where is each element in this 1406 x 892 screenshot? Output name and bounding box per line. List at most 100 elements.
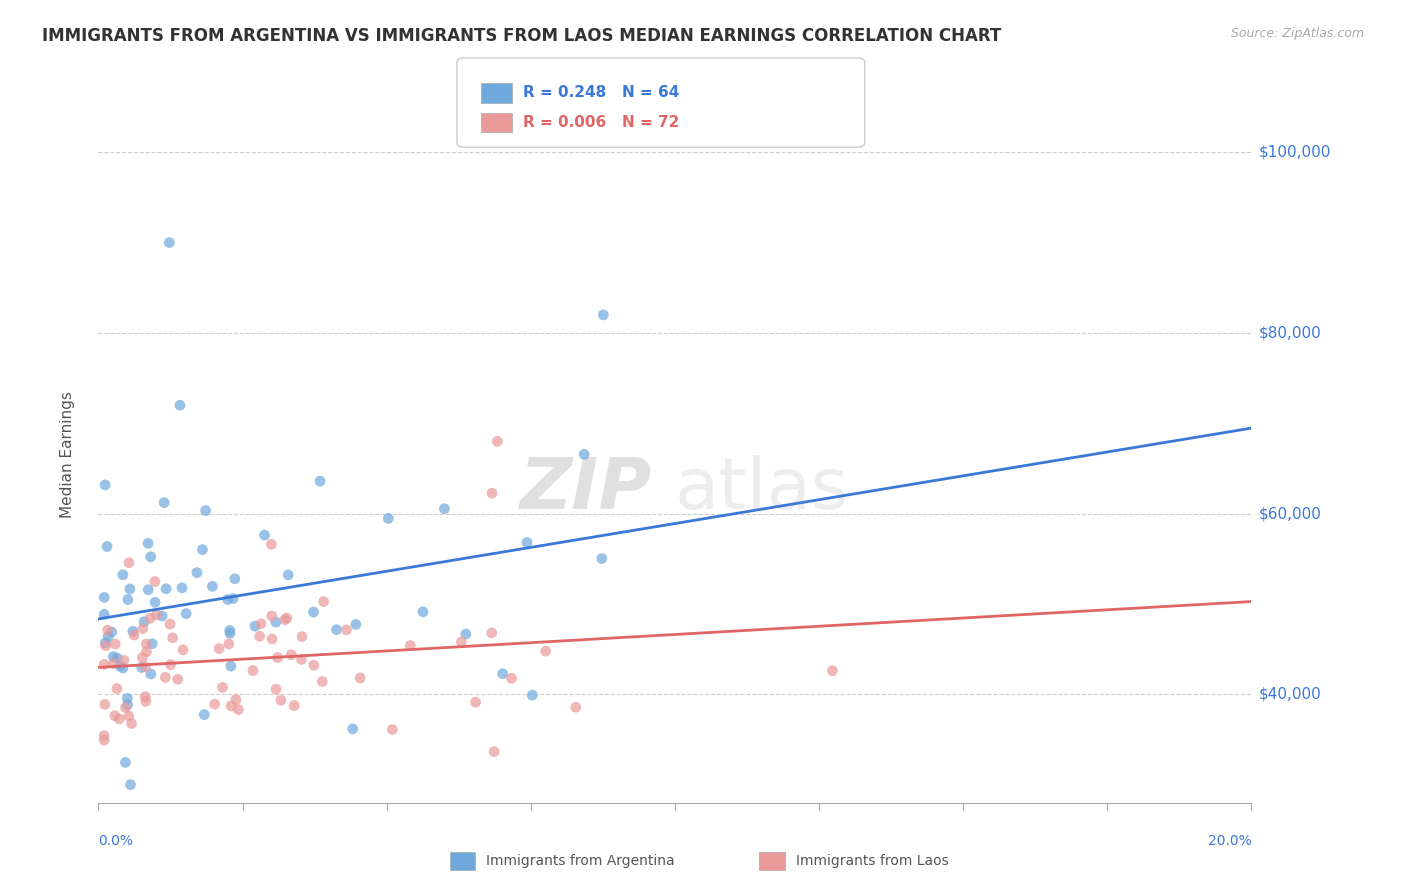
- Point: [381, 723, 404, 737]
- Point: [482, 745, 505, 759]
- Point: [97, 630, 120, 644]
- Point: [103, 649, 125, 664]
- Point: [309, 474, 332, 488]
- Point: [93, 733, 115, 747]
- Point: [228, 703, 250, 717]
- Point: [132, 615, 155, 629]
- Point: [534, 644, 557, 658]
- Point: [121, 624, 143, 639]
- Point: [104, 708, 127, 723]
- Point: [105, 651, 128, 665]
- Point: [264, 682, 287, 697]
- Point: [139, 611, 162, 625]
- Point: [145, 607, 167, 622]
- Point: [111, 661, 134, 675]
- Point: [325, 623, 347, 637]
- Point: [112, 653, 135, 667]
- Point: [143, 574, 166, 589]
- Point: [153, 496, 176, 510]
- Point: [250, 616, 273, 631]
- Point: [342, 722, 364, 736]
- Point: [194, 503, 217, 517]
- Point: [225, 692, 247, 706]
- Point: [312, 594, 335, 608]
- Point: [97, 623, 120, 637]
- Point: [219, 626, 242, 640]
- Point: [94, 636, 117, 650]
- Point: [249, 629, 271, 643]
- Point: [592, 308, 614, 322]
- Point: [349, 671, 371, 685]
- Text: Immigrants from Argentina: Immigrants from Argentina: [486, 854, 675, 868]
- Point: [464, 695, 486, 709]
- Point: [481, 626, 503, 640]
- Point: [516, 535, 538, 549]
- Point: [283, 698, 305, 713]
- Text: $100,000: $100,000: [1258, 145, 1330, 160]
- Point: [302, 658, 325, 673]
- Point: [170, 581, 193, 595]
- Point: [103, 657, 125, 671]
- Text: $60,000: $60,000: [1258, 506, 1322, 521]
- Point: [266, 650, 288, 665]
- Point: [276, 611, 298, 625]
- Point: [118, 556, 141, 570]
- Point: [94, 639, 117, 653]
- Point: [104, 637, 127, 651]
- Point: [260, 609, 283, 624]
- Point: [399, 639, 422, 653]
- Point: [186, 566, 208, 580]
- Point: [204, 697, 226, 711]
- Point: [821, 664, 844, 678]
- Point: [277, 567, 299, 582]
- Point: [114, 756, 136, 770]
- Point: [117, 592, 139, 607]
- Point: [454, 627, 477, 641]
- Point: [274, 613, 297, 627]
- Point: [111, 567, 134, 582]
- Point: [433, 501, 456, 516]
- Text: R = 0.006   N = 72: R = 0.006 N = 72: [523, 115, 679, 130]
- Point: [93, 729, 115, 743]
- Point: [218, 624, 240, 638]
- Point: [243, 619, 266, 633]
- Point: [219, 659, 242, 673]
- Point: [311, 674, 333, 689]
- Text: 0.0%: 0.0%: [98, 834, 134, 848]
- Point: [218, 637, 240, 651]
- Point: [172, 643, 194, 657]
- Point: [94, 698, 117, 712]
- Point: [169, 398, 191, 412]
- Point: [291, 630, 314, 644]
- Point: [412, 605, 434, 619]
- Text: IMMIGRANTS FROM ARGENTINA VS IMMIGRANTS FROM LAOS MEDIAN EARNINGS CORRELATION CH: IMMIGRANTS FROM ARGENTINA VS IMMIGRANTS …: [42, 27, 1001, 45]
- Point: [117, 698, 139, 712]
- Text: R = 0.248   N = 64: R = 0.248 N = 64: [523, 86, 679, 101]
- Point: [377, 511, 399, 525]
- Point: [159, 657, 181, 672]
- Text: Immigrants from Laos: Immigrants from Laos: [796, 854, 949, 868]
- Text: atlas: atlas: [675, 455, 849, 524]
- Point: [134, 659, 156, 673]
- Point: [193, 707, 215, 722]
- Point: [157, 235, 180, 250]
- Point: [290, 652, 312, 666]
- Point: [572, 447, 595, 461]
- Point: [141, 637, 163, 651]
- Point: [121, 716, 143, 731]
- Point: [264, 615, 287, 630]
- Point: [191, 542, 214, 557]
- Point: [117, 691, 139, 706]
- Point: [108, 659, 131, 673]
- Point: [481, 486, 503, 500]
- Text: 20.0%: 20.0%: [1208, 834, 1251, 848]
- Point: [131, 660, 153, 674]
- Point: [93, 607, 115, 622]
- Point: [217, 592, 239, 607]
- Text: $40,000: $40,000: [1258, 687, 1322, 702]
- Point: [120, 778, 142, 792]
- Text: Source: ZipAtlas.com: Source: ZipAtlas.com: [1230, 27, 1364, 40]
- Point: [565, 700, 588, 714]
- Point: [270, 693, 292, 707]
- Point: [93, 591, 115, 605]
